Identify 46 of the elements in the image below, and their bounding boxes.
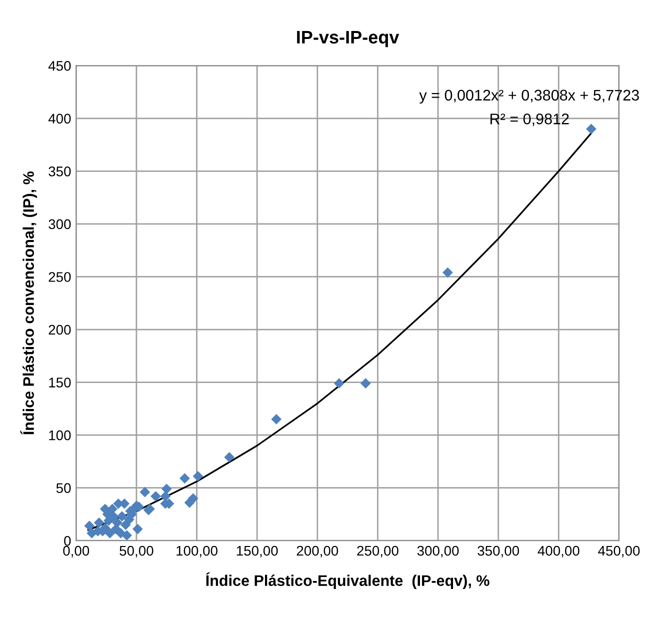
y-tick-label: 350 [48, 166, 71, 176]
point [150, 491, 161, 502]
x-tick-label: 250,00 [357, 546, 398, 558]
point [112, 517, 122, 528]
y-tick-label: 150 [49, 378, 71, 388]
annotation: R² = 0,9812 [490, 114, 569, 126]
point [104, 528, 116, 538]
y-tick-label: 250 [48, 272, 71, 282]
point [94, 517, 104, 528]
y-axis-title: Índice Plástico convencional, (IP), % [20, 172, 37, 434]
point [192, 471, 204, 482]
y-tick-label: 100 [49, 430, 71, 440]
point [84, 520, 95, 532]
point [271, 414, 282, 424]
x-tick-label: 100,00 [176, 546, 218, 558]
y-tick-label: 450 [48, 60, 71, 71]
point [188, 493, 198, 504]
point [107, 504, 118, 514]
x-tick-label: 400,00 [538, 546, 580, 558]
x-tick-label: 200,00 [296, 546, 338, 558]
point [360, 378, 371, 389]
y-tick-label: 400 [48, 114, 71, 124]
point [161, 484, 172, 494]
x-axis-title: Índice Plástico-Equivalente (IP-eqv), % [206, 572, 490, 590]
y-tick-label: 0 [64, 536, 71, 546]
point [116, 511, 128, 522]
point [586, 124, 596, 134]
x-tick-label: 450,00 [598, 546, 640, 558]
x-tick-label: 0,00 [63, 546, 90, 558]
point [334, 378, 344, 389]
x-tick-label: 350,00 [478, 546, 520, 558]
point [160, 491, 171, 502]
x-tick-label: 50,00 [120, 546, 154, 558]
point [442, 267, 453, 278]
point [180, 473, 190, 484]
x-tick-label: 300,00 [417, 546, 459, 558]
y-tick-label: 300 [48, 219, 71, 230]
y-tick-label: 50 [56, 483, 71, 494]
point [140, 486, 150, 498]
point [116, 528, 126, 538]
chart-title: IP-vs-IP-eqv [297, 30, 400, 48]
annotation: y = 0,0012x² + 0,3808x + 5,7723 [419, 90, 639, 104]
point [224, 452, 235, 462]
x-tick-label: 150,00 [236, 546, 278, 558]
y-tick-label: 200 [48, 324, 71, 335]
point [132, 524, 143, 534]
